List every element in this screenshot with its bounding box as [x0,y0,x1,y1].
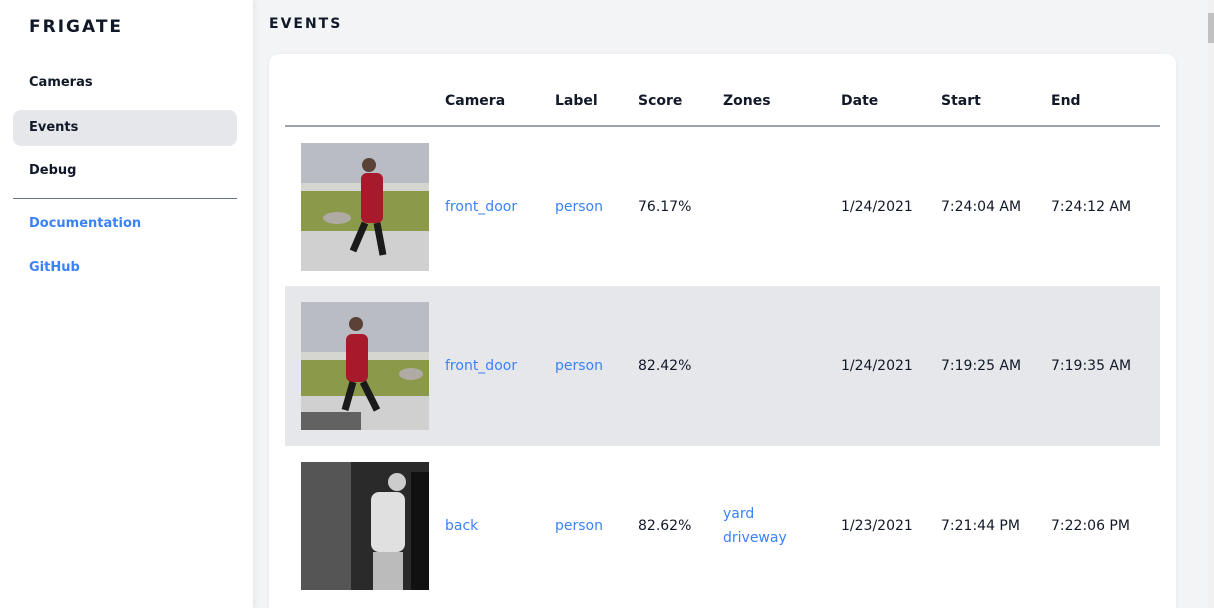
end-time: 7:22:06 PM [1051,518,1130,534]
date: 1/24/2021 [841,198,913,215]
zones [723,286,841,446]
score: 76.17% [638,198,692,215]
header-label: Label [555,76,638,127]
end-time: 7:19:35 AM [1051,286,1160,446]
event-thumbnail[interactable] [301,302,429,430]
events-card: Camera Label Score Zones Date Start End … [269,54,1176,608]
header-thumbnail [285,76,445,127]
table-row[interactable]: front_door person 82.42% 1/24/2021 7:19:… [285,286,1160,446]
header-zones: Zones [723,76,841,127]
start-time: 7:24:04 AM [941,198,1022,215]
header-score: Score [638,76,723,127]
sidebar-divider [13,198,237,199]
zone-link[interactable]: driveway [723,530,787,546]
table-header: Camera Label Score Zones Date Start End [285,76,1160,127]
sidebar-link-documentation[interactable]: Documentation [29,216,142,231]
start-time: 7:21:44 PM [941,518,1020,534]
event-thumbnail[interactable] [301,462,429,590]
page-title: EVENTS [269,16,343,32]
header-camera: Camera [445,76,555,127]
sidebar-item-cameras[interactable]: Cameras [29,75,93,90]
event-thumbnail[interactable] [301,142,429,271]
label-link[interactable]: person [555,286,638,446]
sidebar-link-github[interactable]: GitHub [29,260,80,275]
score: 82.42% [638,286,723,446]
sidebar-item-debug[interactable]: Debug [29,163,77,178]
label-link[interactable]: person [555,518,603,534]
header-end: End [1051,76,1160,127]
zones: yard driveway [723,446,841,606]
date: 1/23/2021 [841,518,913,534]
camera-link[interactable]: front_door [445,198,518,215]
app-logo: FRIGATE [29,17,124,37]
scrollbar-thumb[interactable] [1208,13,1214,43]
zone-link[interactable]: yard [723,506,755,522]
end-time: 7:24:12 AM [1051,198,1132,215]
sidebar: FRIGATE Cameras Events Debug Documentati… [0,0,253,608]
events-table: Camera Label Score Zones Date Start End … [285,76,1160,606]
zones [723,126,841,286]
camera-link[interactable]: back [445,518,479,534]
sidebar-item-events[interactable]: Events [13,110,237,146]
start-time: 7:19:25 AM [941,286,1051,446]
label-link[interactable]: person [555,198,603,215]
header-date: Date [841,76,941,127]
table-row[interactable]: front_door person 76.17% 1/24/2021 7:24:… [285,126,1160,286]
scrollbar[interactable] [1208,0,1214,608]
date: 1/24/2021 [841,286,941,446]
header-start: Start [941,76,1051,127]
camera-link[interactable]: front_door [445,286,555,446]
score: 82.62% [638,518,692,534]
table-row[interactable]: back person 82.62% yard driveway 1/23/202… [285,446,1160,606]
